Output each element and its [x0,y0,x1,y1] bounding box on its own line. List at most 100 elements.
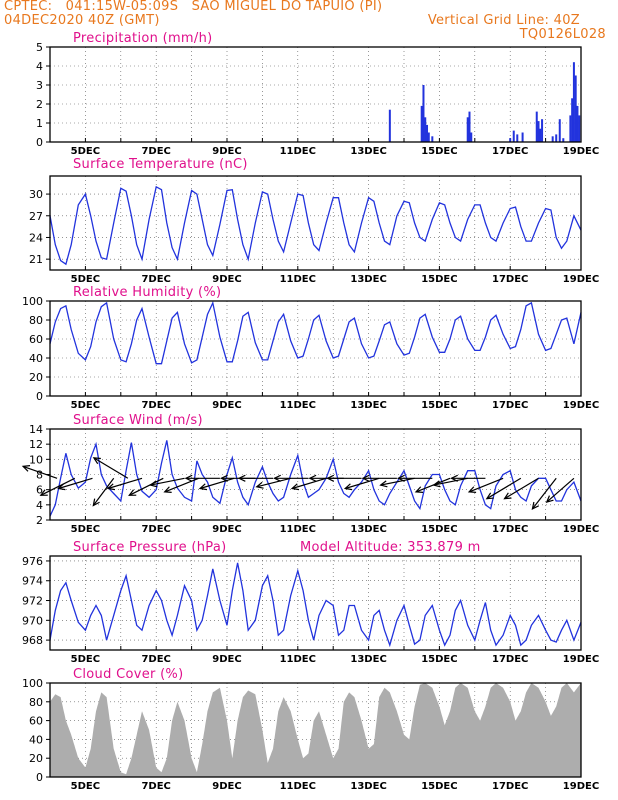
panel-title: Surface Pressure (hPa) [73,540,227,555]
wind-vector [504,477,539,500]
precip-bar [516,134,519,142]
x-tick-label: 5DEC [71,274,100,285]
wind-arrowhead [503,492,512,500]
header-model-code: TQ0126L028 [519,27,606,42]
wind-vector [164,477,199,493]
wind-vector [199,477,235,490]
precip-bar [470,132,473,142]
x-tick-label: 17DEC [492,524,528,535]
x-tick-label: 19DEC [563,400,599,411]
precip-bar [576,105,579,142]
wind-arrowhead [92,457,101,465]
wind-arrowhead [198,483,208,491]
header-vertical-grid-line: Vertical Grid Line: 40Z [427,13,580,28]
y-tick-label: 8 [36,469,43,482]
wind-arrowhead [39,489,48,496]
wind-arrowhead [531,501,539,510]
x-tick-label: 9DEC [212,524,241,535]
y-tick-label: 20 [29,752,43,765]
precip-bar [572,62,575,143]
wind-vector [345,477,380,490]
wind-arrowhead [343,483,353,491]
precip-bar [541,119,544,142]
wind-arrowhead [485,492,494,500]
x-tick-label: 11DEC [280,400,316,411]
x-tick-label: 7DEC [141,146,170,157]
panel-0 [46,46,582,143]
x-tick-label: 19DEC [563,274,599,285]
wind-arrowhead [545,495,554,504]
precip-bar [509,138,512,142]
wind-arrowhead [184,474,193,482]
precip-bar [562,138,565,142]
wind-arrowhead [237,474,246,482]
x-tick-label: 13DEC [350,400,386,411]
wind-arrowhead [163,486,172,493]
y-tick-label: 0 [36,771,43,784]
y-tick-label: 3 [36,79,43,92]
wind-vector [92,477,115,506]
wind-vector [129,477,164,496]
y-tick-label: 970 [22,614,43,627]
x-tick-label: 11DEC [280,781,316,792]
y-tick-label: 60 [29,333,43,346]
x-tick-label: 19DEC [563,524,599,535]
y-tick-label: 80 [29,314,43,327]
precip-bar [427,132,430,142]
wind-arrowhead [57,483,66,491]
wind-arrowhead [308,474,317,482]
wind-arrowhead [219,474,228,482]
y-tick-label: 2 [36,98,43,111]
y-tick-label: 12 [29,438,43,451]
precip-bar [535,111,538,142]
precip-bar [537,121,540,142]
header-run-date: 04DEC2020 40Z (GMT) [4,13,160,28]
x-tick-label: 15DEC [421,146,457,157]
precip-bar [521,132,524,142]
x-tick-label: 13DEC [350,524,386,535]
panel-frame [49,428,582,521]
y-tick-label: 24 [29,231,43,244]
panel-frame [49,175,582,271]
panel-frame [49,555,582,651]
series-line [49,300,582,365]
wind-vector [433,477,468,486]
x-tick-label: 15DEC [421,781,457,792]
x-tick-label: 17DEC [492,781,528,792]
y-tick-label: 0 [36,136,43,149]
y-tick-label: 2 [36,514,43,527]
y-tick-label: 27 [29,210,43,223]
precip-bar [420,105,423,142]
wind-arrowhead [273,474,281,482]
precip-bar [555,134,558,142]
x-tick-label: 5DEC [71,654,100,665]
x-tick-label: 17DEC [492,274,528,285]
precip-bar [466,117,469,142]
wind-vector [531,477,557,510]
precip-bar [468,111,471,142]
wind-vector [380,477,415,486]
wind-vector [468,477,504,493]
x-tick-label: 15DEC [421,524,457,535]
precip-bar [424,117,427,142]
y-tick-label: 60 [29,715,43,728]
panel-frame [49,300,582,397]
wind-arrowhead [361,474,370,482]
y-tick-label: 6 [36,484,43,497]
x-tick-label: 13DEC [350,654,386,665]
x-tick-label: 7DEC [141,274,170,285]
x-tick-label: 7DEC [141,400,170,411]
y-tick-label: 14 [29,423,43,436]
wind-arrowhead [128,489,137,496]
precip-bar [388,109,391,142]
x-tick-label: 15DEC [421,274,457,285]
precip-bar [512,130,515,142]
panel-5 [46,682,582,778]
y-tick-label: 100 [22,677,43,690]
y-tick-label: 5 [36,41,43,54]
x-tick-label: 19DEC [563,654,599,665]
cloud-area [50,683,581,777]
wind-arrowhead [92,498,100,507]
wind-arrowhead [432,480,441,488]
x-tick-label: 9DEC [212,654,241,665]
